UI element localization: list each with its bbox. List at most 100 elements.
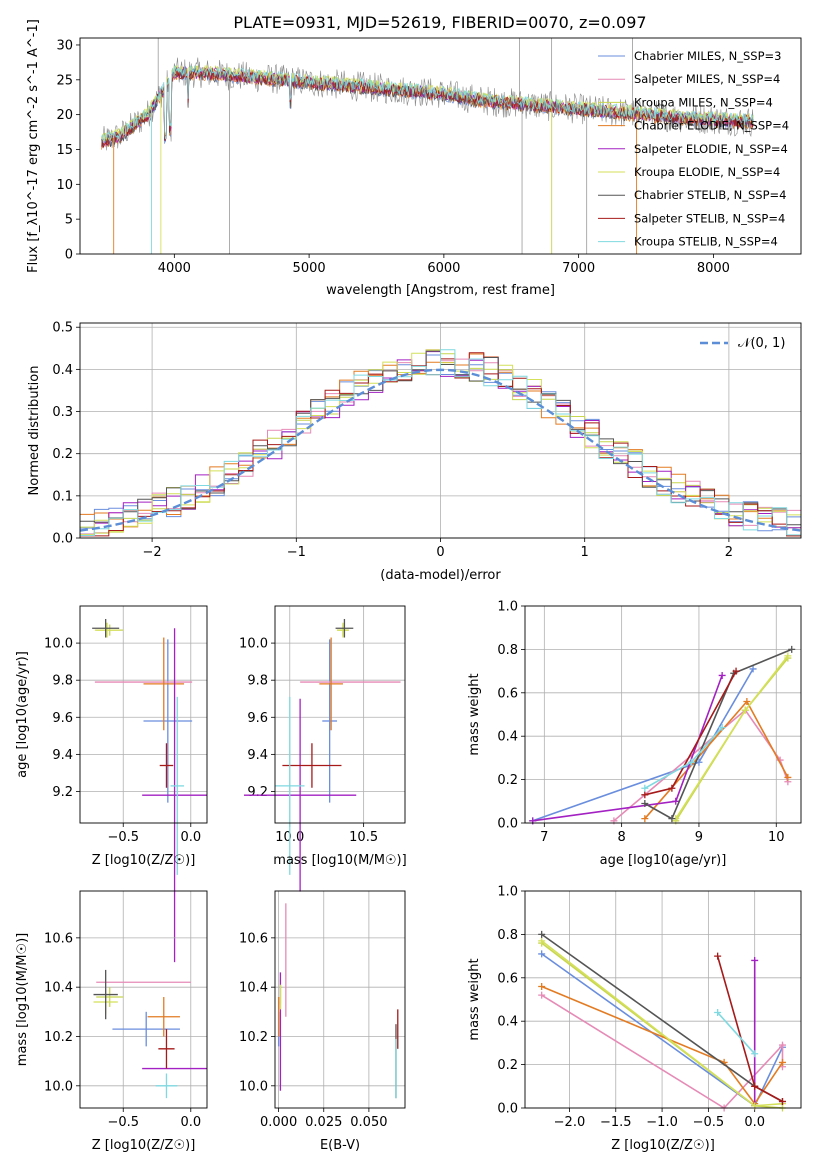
y-tick-label: 10.0	[44, 1079, 73, 1094]
weight-marker	[784, 773, 792, 781]
y-tick-label: 0.2	[52, 447, 73, 462]
x-tick-label: −1.5	[600, 1115, 632, 1130]
y-tick-label: 0.0	[497, 1102, 518, 1117]
y-tick-label: 9.6	[52, 711, 73, 726]
mass_vs_Z-panel: −0.5 0.0 10.0 10.2 10.4 10.6 Z [log10(Z/Z☉)] ma…	[15, 890, 208, 1153]
y-tick-label: 10.6	[44, 931, 73, 946]
x-tick-label: 6000	[427, 261, 460, 276]
x-axis-label: E(B-V)	[320, 1138, 360, 1153]
x-tick-label: 0.0	[180, 830, 201, 845]
weight-marker	[778, 1041, 786, 1049]
y-tick-label: 0	[65, 248, 73, 263]
model-spectrum-line	[101, 67, 754, 149]
weight-marker	[668, 784, 676, 792]
weight-marker	[538, 982, 546, 990]
weight-marker	[672, 797, 680, 805]
x-tick-label: 0.0	[744, 1115, 765, 1130]
y-tick-label: 25	[56, 73, 73, 88]
y-tick-label: 10.6	[239, 931, 268, 946]
weight-marker	[741, 706, 749, 714]
weight-marker	[538, 950, 546, 958]
spectrum-panel: 4000 5000 6000 7000 8000 0 5 10 15 20 25 30 waveleng…	[26, 19, 802, 298]
weight-marker	[788, 645, 796, 653]
y-tick-label: 0.4	[52, 363, 73, 378]
weight-line	[644, 648, 793, 820]
y-tick-label: 10.0	[239, 637, 268, 652]
x-axis-label: Z [log10(Z/Z☉)]	[611, 1138, 715, 1153]
weight-marker	[641, 815, 649, 823]
weight-marker	[718, 724, 726, 732]
y-axis-label: age [log10(age/yr)]	[15, 651, 30, 778]
weight-line	[675, 657, 789, 822]
x-tick-label: 10	[768, 830, 785, 845]
y-tick-label: 10.2	[239, 1030, 268, 1045]
weight-marker	[538, 930, 546, 938]
residual-histogram	[80, 349, 801, 536]
axes-frame	[79, 37, 802, 255]
y-tick-label: 10.0	[239, 1079, 268, 1094]
y-tick-label: 0.6	[497, 971, 518, 986]
y-tick-label: 9.2	[247, 785, 268, 800]
y-axis-label: mass weight	[467, 958, 482, 1040]
legend-label: 𝒩(0, 1)	[738, 336, 785, 351]
y-tick-label: 9.4	[52, 748, 73, 763]
y-axis-label: Flux [f_λ10^-17 erg cm^-2 s^-1 A^-1]	[26, 19, 41, 273]
x-tick-label: 0	[436, 545, 444, 560]
weight-line	[532, 668, 754, 822]
x-tick-label: 4000	[158, 261, 191, 276]
weight-line	[644, 700, 789, 820]
x-tick-label: 0.050	[350, 1115, 387, 1130]
y-tick-label: 0.3	[52, 405, 73, 420]
y-tick-label: 1.0	[497, 885, 518, 900]
y-tick-label: 9.8	[52, 674, 73, 689]
legend-label: Salpeter ELODIE, N_SSP=4	[634, 142, 788, 156]
y-tick-label: 0.4	[497, 730, 518, 745]
x-tick-label: −0.5	[107, 830, 139, 845]
y-tick-label: 9.4	[247, 748, 268, 763]
weight-marker	[668, 815, 676, 823]
weight-marker	[778, 1058, 786, 1066]
figure-title: PLATE=0931, MJD=52619, FIBERID=0070, z=0…	[233, 13, 646, 32]
y-tick-label: 9.2	[52, 785, 73, 800]
axes-frame	[79, 890, 208, 1109]
x-tick-label: −1.0	[646, 1115, 678, 1130]
y-tick-label: 9.6	[247, 711, 268, 726]
x-tick-label: 9	[695, 830, 703, 845]
model-spectrum-line	[101, 67, 754, 148]
y-tick-label: 0.8	[497, 643, 518, 658]
weight_vs_age-panel: 7 8 9 10 0.0 0.2 0.4 0.6 0.8 1.0 age [log10(age/yr…	[467, 600, 802, 868]
weight-marker	[641, 799, 649, 807]
y-tick-label: 30	[56, 38, 73, 53]
weight-line	[613, 709, 789, 822]
weight-marker	[751, 1050, 759, 1058]
residuals-panel: −2 −1 0 1 2 0.0 0.1 0.2 0.3 0.4 0.5 (data-model)/er…	[27, 321, 802, 583]
axes-frame	[274, 605, 406, 824]
axes-frame	[274, 890, 406, 1109]
weight-marker	[641, 784, 649, 792]
x-axis-label: wavelength [Angstrom, rest frame]	[326, 283, 555, 298]
axes-frame	[79, 322, 802, 539]
legend-label: Kroupa ELODIE, N_SSP=4	[634, 165, 780, 179]
y-tick-label: 10.4	[44, 981, 73, 996]
x-tick-label: 8	[617, 830, 625, 845]
weight-line	[541, 985, 784, 1106]
model-spectrum-line	[101, 65, 754, 145]
x-tick-label: −0.5	[693, 1115, 725, 1130]
y-tick-label: 5	[65, 213, 73, 228]
y-tick-label: 0.2	[497, 773, 518, 788]
y-tick-label: 10.4	[239, 981, 268, 996]
y-tick-label: 0.5	[52, 321, 73, 336]
x-tick-label: 0.000	[260, 1115, 297, 1130]
weight-marker	[784, 652, 792, 660]
weight-marker	[743, 697, 751, 705]
axes-frame	[524, 890, 802, 1109]
axes-frame	[524, 605, 802, 824]
x-tick-label: 1	[581, 545, 589, 560]
x-tick-label: 7	[540, 830, 548, 845]
legend-label: Chabrier STELIB, N_SSP=4	[634, 188, 786, 202]
x-axis-label: Z [log10(Z/Z☉)]	[92, 1138, 196, 1153]
x-tick-label: 2	[725, 545, 733, 560]
legend-label: Chabrier MILES, N_SSP=3	[634, 49, 781, 63]
weight-line	[717, 1011, 756, 1055]
